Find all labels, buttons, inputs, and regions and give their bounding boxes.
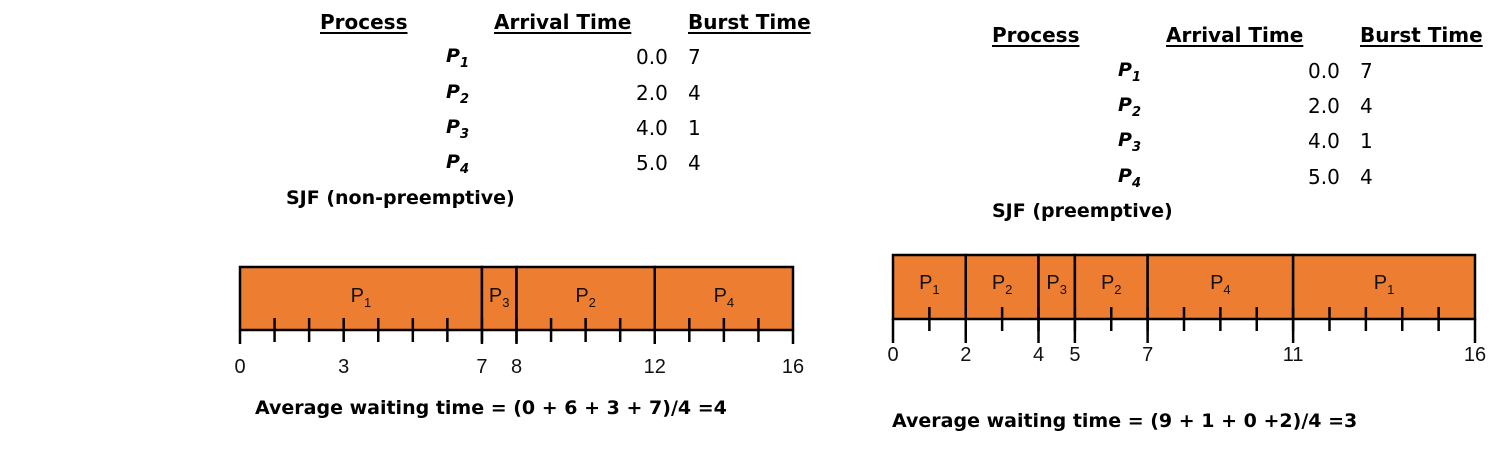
gantt-segment-P3 [1037,253,1077,321]
left-row-3-burst: 1 [688,116,701,140]
left-row-2-arrival: 2.0 [636,81,668,105]
gantt-segment-P1 [1291,253,1477,321]
gantt-time-label: 0 [234,356,245,378]
gantt-segment-P1 [238,265,484,332]
gantt-time-label: 3 [338,356,349,378]
right-algorithm-label: SJF (preemptive) [992,200,1173,222]
right-header-arrival: Arrival Time [1166,23,1304,47]
right-row-1-arrival: 0.0 [1308,59,1340,83]
left-row-2-process: P2 [446,81,469,107]
left-row-3-arrival: 4.0 [636,116,668,140]
right-row-3-burst: 1 [1360,129,1373,153]
right-row-4-burst: 4 [1360,165,1373,189]
right-gantt-chart: P1 P2 P3 P2 P4 P10 2 4 5 7 11 16 [887,253,1486,366]
left-row-3-process: P3 [446,116,469,142]
left-row-1-burst: 7 [688,45,701,69]
gantt-time-label: 0 [887,344,898,366]
right-header-burst: Burst Time [1360,23,1483,47]
right-row-3-process: P3 [1118,129,1141,155]
gantt-time-label: 16 [782,356,804,378]
left-row-4-burst: 4 [688,151,701,175]
right-average-waiting-time: Average waiting time = (9 + 1 + 0 +2)/4 … [892,410,1358,432]
left-row-2-burst: 4 [688,81,701,105]
left-average-waiting-time: Average waiting time = (0 + 6 + 3 + 7)/4… [255,397,727,419]
gantt-time-label: 8 [511,356,522,378]
gantt-time-label: 4 [1033,344,1044,366]
gantt-time-label: 2 [960,344,971,366]
left-row-1-process: P1 [446,45,469,71]
gantt-segment-P3 [480,265,518,332]
right-row-4-arrival: 5.0 [1308,165,1340,189]
right-row-3-arrival: 4.0 [1308,129,1340,153]
left-row-4-arrival: 5.0 [636,151,668,175]
gantt-time-label: 11 [1283,344,1304,366]
right-row-1-burst: 7 [1360,59,1373,83]
left-algorithm-label: SJF (non-preemptive) [286,187,515,209]
left-row-4-process: P4 [446,151,469,177]
left-header-burst: Burst Time [688,10,811,34]
right-row-2-burst: 4 [1360,94,1373,118]
gantt-time-label: 12 [644,356,666,378]
right-header-process: Process [992,23,1080,47]
right-row-2-process: P2 [1118,94,1141,120]
right-row-2-arrival: 2.0 [1308,94,1340,118]
gantt-time-label: 7 [1142,344,1153,366]
gantt-time-label: 5 [1069,344,1080,366]
left-row-1-arrival: 0.0 [636,45,668,69]
gantt-time-label: 16 [1464,344,1486,366]
left-gantt-chart: P1 P3 P2 P40 3 7 8 12 16 [234,265,804,378]
left-header-arrival: Arrival Time [494,10,632,34]
left-header-process: Process [320,10,408,34]
gantt-time-label: 7 [476,356,487,378]
right-row-1-process: P1 [1118,59,1141,85]
right-row-4-process: P4 [1118,165,1141,191]
